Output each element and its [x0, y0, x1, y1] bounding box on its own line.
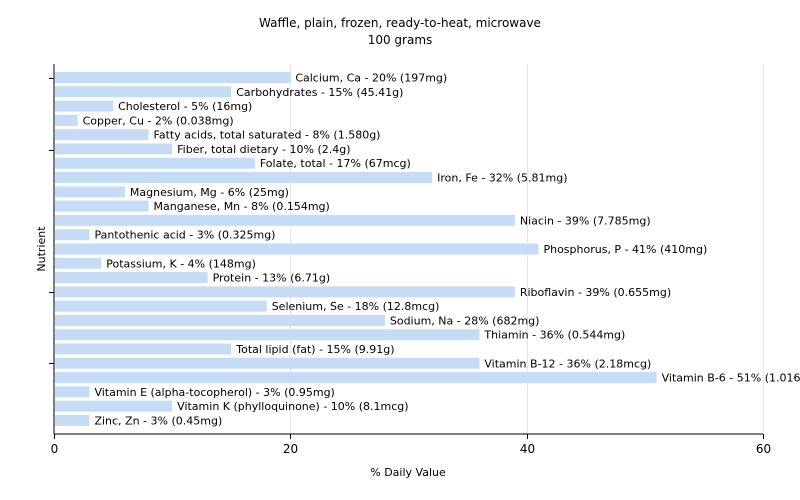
bar [55, 143, 173, 155]
bar-label: Protein - 13% (6.71g) [213, 272, 331, 285]
bar [55, 72, 291, 83]
bar-label: Folate, total - 17% (67mcg) [260, 157, 411, 170]
y-axis-title: Nutrient [35, 226, 48, 272]
x-ticks-group: 0 20 40 60 [51, 434, 771, 456]
bar [55, 243, 539, 255]
bar [55, 386, 90, 398]
bars-group [55, 72, 657, 426]
x-axis-title: % Daily Value [370, 466, 446, 479]
bar [55, 357, 480, 369]
bar [55, 114, 78, 126]
bar-label: Thiamin - 36% (0.544mg) [483, 329, 625, 342]
bar [55, 329, 480, 341]
bar-label: Riboflavin - 39% (0.655mg) [520, 286, 671, 299]
bar-label: Niacin - 39% (7.785mg) [520, 214, 651, 227]
bar-label: Selenium, Se - 18% (12.8mcg) [272, 300, 440, 313]
bar [55, 186, 125, 198]
bar [55, 200, 149, 212]
bar-label: Vitamin B-12 - 36% (2.18mcg) [484, 357, 651, 370]
bar [55, 286, 515, 298]
bar-label: Total lipid (fat) - 15% (9.91g) [235, 343, 394, 356]
bar-label: Fiber, total dietary - 10% (2.4g) [177, 143, 350, 156]
bar-label: Potassium, K - 4% (148mg) [106, 257, 256, 270]
bar [55, 157, 255, 169]
x-tick-label: 40 [520, 442, 535, 456]
bar [55, 300, 267, 312]
bar-labels-group: Calcium, Ca - 20% (197mg)Carbohydrates -… [83, 72, 800, 428]
bar [55, 129, 149, 141]
bar-label: Calcium, Ca - 20% (197mg) [295, 72, 447, 85]
bar-label: Phosphorus, P - 41% (410mg) [543, 243, 707, 256]
bar-label: Carbohydrates - 15% (45.41g) [236, 86, 403, 99]
bar [55, 314, 385, 326]
bar-label: Cholesterol - 5% (16mg) [118, 100, 252, 113]
bar [55, 172, 433, 184]
x-tick-label: 0 [51, 442, 59, 456]
bar [55, 372, 657, 384]
bar [55, 257, 102, 269]
bar-label: Fatty acids, total saturated - 8% (1.580… [154, 129, 381, 142]
bar [55, 400, 173, 412]
bar-label: Vitamin K (phylloquinone) - 10% (8.1mcg) [177, 400, 408, 413]
bar [55, 272, 208, 284]
chart-title: Waffle, plain, frozen, ready-to-heat, mi… [259, 16, 541, 30]
bar-label: Zinc, Zn - 3% (0.45mg) [94, 414, 222, 427]
bar-label: Iron, Fe - 32% (5.81mg) [437, 172, 567, 185]
bar [55, 229, 90, 241]
bar-label: Manganese, Mn - 8% (0.154mg) [154, 200, 330, 213]
bar [55, 100, 114, 112]
bar-label: Sodium, Na - 28% (682mg) [390, 314, 540, 327]
bar-label: Pantothenic acid - 3% (0.325mg) [94, 229, 275, 242]
x-tick-label: 20 [283, 442, 298, 456]
bar [55, 414, 90, 426]
x-tick-label: 60 [756, 442, 771, 456]
bar [55, 214, 515, 226]
bar [55, 343, 232, 355]
bar-label: Magnesium, Mg - 6% (25mg) [130, 186, 289, 199]
y-ticks-group [49, 78, 54, 364]
chart-subtitle: 100 grams [368, 33, 433, 47]
bar [55, 86, 232, 98]
bar-label: Vitamin E (alpha-tocopherol) - 3% (0.95m… [94, 386, 334, 399]
bar-label: Vitamin B-6 - 51% (1.016mg) [662, 372, 800, 385]
axes-group [53, 64, 763, 435]
bar-label: Copper, Cu - 2% (0.038mg) [83, 114, 234, 127]
